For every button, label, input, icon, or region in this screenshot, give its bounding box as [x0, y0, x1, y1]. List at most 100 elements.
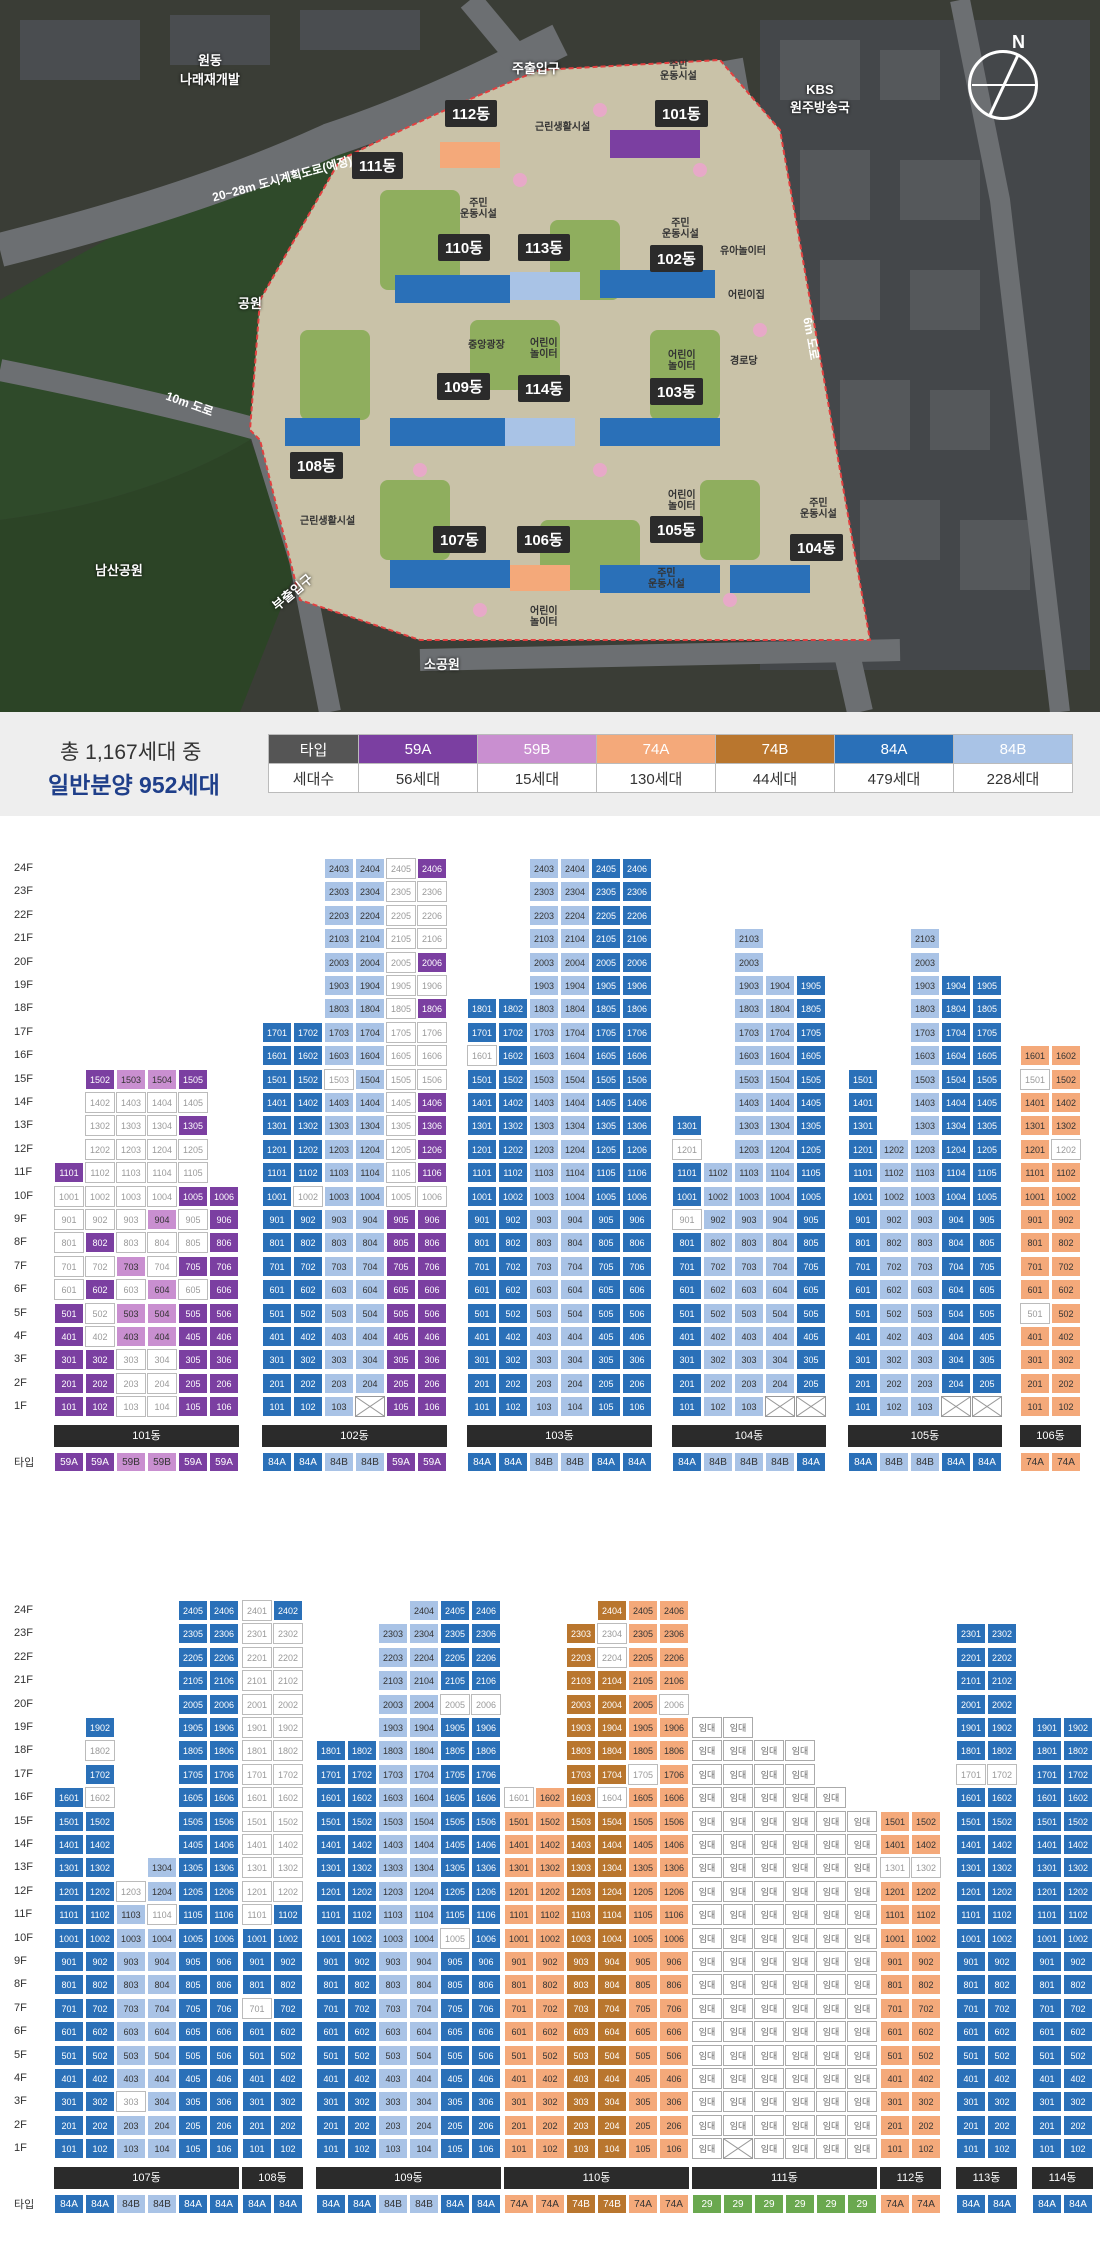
unit-cell: 2102 [987, 1670, 1017, 1692]
unit-cell: 803 [529, 1232, 559, 1254]
unit-cell: 703 [324, 1255, 354, 1277]
unit-cell-rental: 임대 [723, 1763, 753, 1785]
unit-cell-rental: 임대 [785, 1951, 815, 1972]
unit-cell: 801 [54, 1974, 84, 1996]
unit-cell: 1606 [417, 1045, 447, 1067]
unit-cell-rental: 임대 [816, 2138, 846, 2160]
unit-cell-rental: 임대 [723, 1857, 753, 1879]
unit-cell: 2005 [628, 1693, 658, 1715]
unit-cell: 1802 [987, 1740, 1017, 1762]
unit-cell-rental: 임대 [816, 1974, 846, 1996]
unit-cell: 1604 [409, 1787, 439, 1809]
unit-cell-rental: 임대 [847, 1857, 877, 1879]
floor-label: 5F [14, 2048, 27, 2061]
unit-cell: 1104 [765, 1162, 795, 1184]
unit-cell: 1103 [116, 1904, 146, 1926]
unit-cell-rental: 임대 [723, 1997, 753, 2019]
unit-cell: 801 [956, 1974, 986, 1996]
floor-label: 23F [14, 885, 33, 898]
unit-cell: 1803 [910, 998, 940, 1020]
unit-cell: 302 [293, 1349, 323, 1371]
floor-label: 19F [14, 1721, 33, 1733]
type-count-59B: 15세대 [477, 763, 597, 793]
unit-cell: 1502 [1063, 1810, 1093, 1832]
unit-cell: 1903 [734, 975, 764, 996]
unit-cell: 601 [54, 2021, 84, 2043]
type-cell: 29 [692, 2193, 722, 2214]
unit-cell: 1002 [85, 1927, 115, 1949]
unit-cell: 702 [85, 1255, 115, 1277]
unit-cell: 1804 [560, 998, 590, 1020]
unit-cell-rental: 임대 [785, 1974, 815, 1996]
unit-cell: 1202 [535, 1880, 565, 1902]
unit-cell: 1504 [560, 1068, 590, 1090]
unit-cell: 902 [703, 1209, 733, 1230]
unit-cell: 1403 [734, 1092, 764, 1113]
unit-cell: 304 [941, 1349, 971, 1371]
unit-cell: 1703 [910, 1021, 940, 1043]
unit-cell: 703 [566, 1997, 596, 2019]
unit-cell: 403 [734, 1326, 764, 1347]
type-cell: 59A [85, 1451, 115, 1472]
unit-cell: 602 [1051, 1279, 1081, 1301]
unit-cell: 904 [147, 1951, 177, 1972]
unit-cell: 906 [209, 1951, 239, 1972]
unit-cell: 302 [911, 2091, 941, 2113]
unit-cell: 1402 [273, 1834, 303, 1855]
unit-cell: 1001 [316, 1927, 346, 1949]
unit-cell: 201 [880, 2114, 910, 2136]
floor-label: 3F [14, 2095, 27, 2108]
unit-cell: 201 [956, 2114, 986, 2136]
unit-cell: 104 [597, 2138, 627, 2160]
unit-cell: 1502 [1051, 1068, 1081, 1090]
unit-cell: 506 [209, 2044, 239, 2066]
unit-cell: 901 [956, 1951, 986, 1972]
unit-cell: 205 [972, 1372, 1002, 1394]
unit-cell: 501 [1032, 2044, 1062, 2066]
unit-cell: 402 [879, 1326, 909, 1347]
unit-cell: 705 [178, 1255, 208, 1277]
unit-cell: 304 [147, 2091, 177, 2113]
unit-cell: 905 [440, 1951, 470, 1972]
unit-cell: 2006 [417, 951, 447, 973]
unit-cell: 1605 [178, 1787, 208, 1809]
unit-cell: 605 [386, 1279, 416, 1301]
unit-cell: 1002 [85, 1185, 115, 1207]
unit-cell: 601 [242, 2021, 272, 2043]
unit-cell: 1305 [178, 1857, 208, 1879]
unit-cell-rental: 임대 [692, 1974, 722, 1996]
unit-cell-rental: 임대 [692, 2068, 722, 2089]
floor-label: 16F [14, 1791, 33, 1804]
unit-cell: 2406 [659, 1600, 689, 1621]
unit-cell: 404 [355, 1326, 385, 1347]
unit-cell: 1701 [242, 1763, 272, 1785]
type-cell: 84A [672, 1451, 702, 1472]
unit-cell: 1201 [848, 1138, 878, 1160]
unit-cell: 1203 [910, 1138, 940, 1160]
map-label-namsan: 남산공원 [95, 563, 143, 578]
unit-cell-rental: 임대 [754, 1787, 784, 1809]
unit-cell: 1101 [672, 1162, 702, 1184]
unit-cell: 1101 [242, 1904, 272, 1926]
unit-cell: 1505 [591, 1068, 621, 1090]
unit-cell: 1805 [440, 1740, 470, 1762]
unit-cell: 2203 [378, 1646, 408, 1668]
unit-cell: 1202 [911, 1880, 941, 1902]
floor-label: 22F [14, 1650, 33, 1663]
unit-cell: 1404 [355, 1092, 385, 1113]
unit-cell: 1101 [467, 1162, 497, 1184]
unit-cell: 2405 [628, 1600, 658, 1621]
unit-cell: 1805 [628, 1740, 658, 1762]
unit-cell: 2203 [566, 1646, 596, 1668]
unit-cell: 2306 [622, 881, 652, 903]
unit-cell: 605 [178, 1279, 208, 1301]
unit-cell: 904 [765, 1209, 795, 1230]
unit-cell: 901 [504, 1951, 534, 1972]
unit-cell-rental: 임대 [754, 2091, 784, 2113]
unit-cell: 1104 [941, 1162, 971, 1184]
unit-cell: 1501 [262, 1068, 292, 1090]
map-label-redevelop: 원동 나래재개발 [180, 53, 240, 87]
unit-cell: 1204 [941, 1138, 971, 1160]
unit-cell: 905 [591, 1209, 621, 1230]
facility-f6: 어린이집 [728, 290, 765, 301]
